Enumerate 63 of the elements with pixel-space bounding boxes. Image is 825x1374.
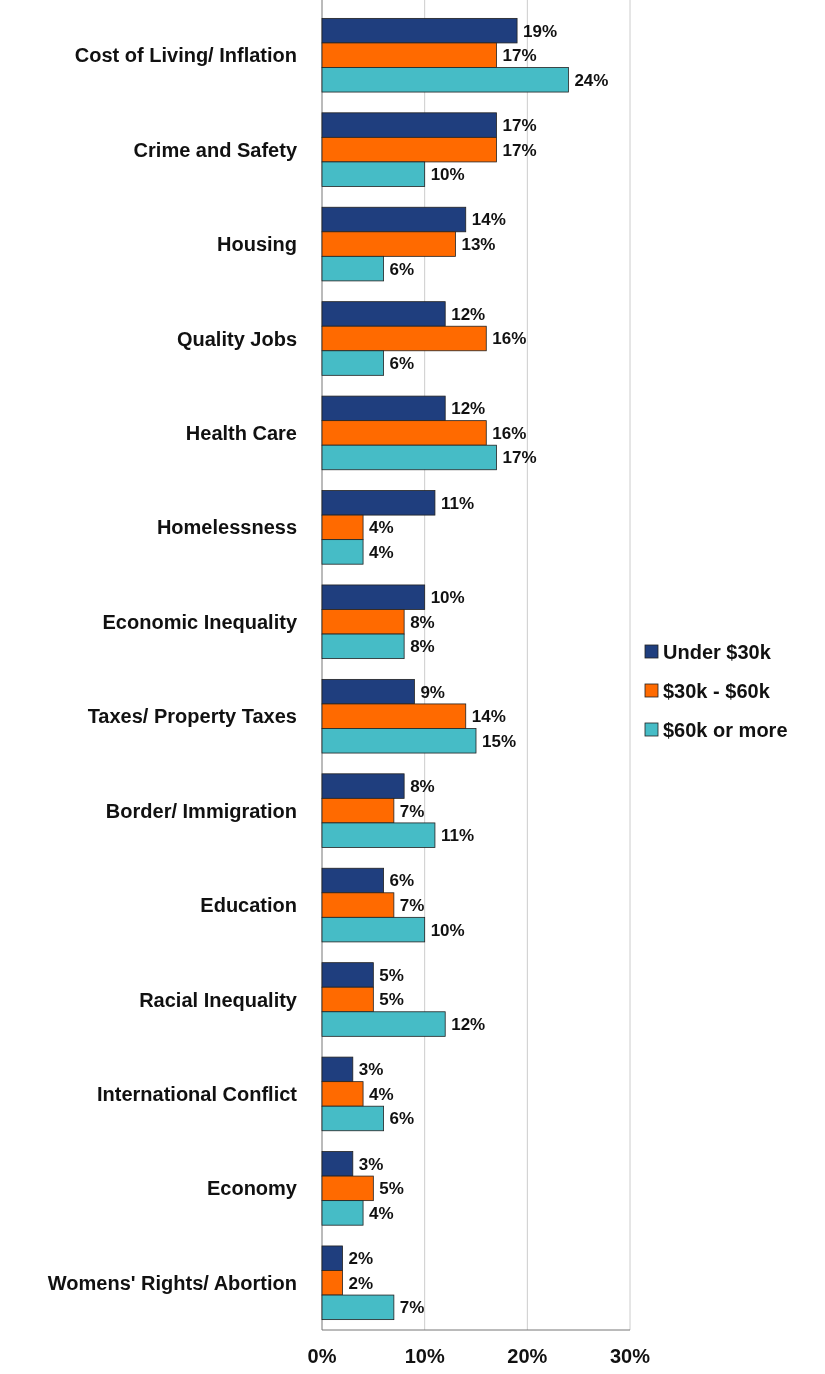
y-tick-label: Racial Inequality xyxy=(139,988,298,1011)
data-label: 17% xyxy=(502,448,537,468)
data-label: 16% xyxy=(492,423,527,443)
legend-label: $60k or more xyxy=(663,719,788,741)
y-tick-label: Homelessness xyxy=(156,516,297,539)
data-label: 4% xyxy=(369,542,394,562)
data-label: 10% xyxy=(430,165,465,185)
data-label: 17% xyxy=(502,140,537,160)
y-tick-label: Taxes/ Property Taxes xyxy=(87,705,297,728)
data-label: 12% xyxy=(451,304,486,324)
y-tick-label: Border/ Immigration xyxy=(105,799,297,822)
data-label: 4% xyxy=(369,1203,394,1223)
y-tick-label: Health Care xyxy=(185,421,297,444)
y-tick-label: Crime and Safety xyxy=(133,138,298,161)
y-tick-label: Housing xyxy=(217,233,297,256)
data-label: 7% xyxy=(399,801,425,821)
data-label: 19% xyxy=(523,21,558,41)
data-label: 10% xyxy=(430,588,465,608)
data-label: 8% xyxy=(410,637,435,657)
data-label: 16% xyxy=(492,329,527,349)
data-label: 10% xyxy=(430,920,465,940)
data-label: 17% xyxy=(502,46,537,66)
data-label: 6% xyxy=(389,1109,415,1129)
x-tick-label: 0% xyxy=(307,1345,337,1367)
x-tick-label: 30% xyxy=(609,1345,651,1367)
y-tick-label: Womens' Rights/ Abortion xyxy=(47,1271,297,1294)
data-label: 7% xyxy=(399,896,425,916)
data-label: 14% xyxy=(471,707,506,727)
y-tick-label: Cost of Living/ Inflation xyxy=(74,44,297,67)
data-label: 2% xyxy=(348,1249,374,1269)
data-label: 7% xyxy=(399,1298,425,1318)
data-label: 3% xyxy=(358,1154,384,1174)
data-label: 15% xyxy=(482,731,517,751)
data-label: 8% xyxy=(410,777,435,797)
data-label: 9% xyxy=(420,682,445,702)
data-label: 3% xyxy=(358,1060,384,1080)
x-tick-label: 10% xyxy=(404,1345,445,1367)
y-tick-label: Education xyxy=(200,894,297,917)
x-tick-label: 20% xyxy=(507,1345,548,1367)
legend-label: Under $30k xyxy=(663,641,772,663)
data-label: 11% xyxy=(440,493,475,513)
data-label: 5% xyxy=(379,990,404,1010)
data-label: 24% xyxy=(574,70,609,90)
data-label: 8% xyxy=(410,612,435,632)
data-label: 4% xyxy=(369,1084,394,1104)
y-tick-label: Economy xyxy=(206,1177,298,1200)
legend-label: $30k - $60k xyxy=(663,680,771,702)
data-label: 6% xyxy=(389,354,415,373)
data-label: 12% xyxy=(451,399,486,419)
data-label: 5% xyxy=(379,965,404,985)
data-label: 17% xyxy=(502,116,537,136)
data-label: 2% xyxy=(348,1273,374,1293)
y-tick-label: Economic Inequality xyxy=(102,610,298,633)
data-label: 11% xyxy=(440,826,475,846)
data-label: 4% xyxy=(369,518,394,538)
data-label: 6% xyxy=(389,259,415,279)
data-label: 12% xyxy=(451,1015,486,1034)
y-tick-label: International Conflict xyxy=(97,1082,298,1105)
data-label: 14% xyxy=(471,210,506,230)
data-label: 6% xyxy=(389,871,415,891)
data-label: 5% xyxy=(379,1179,404,1199)
data-label: 13% xyxy=(461,235,496,255)
y-tick-label: Quality Jobs xyxy=(176,327,297,350)
